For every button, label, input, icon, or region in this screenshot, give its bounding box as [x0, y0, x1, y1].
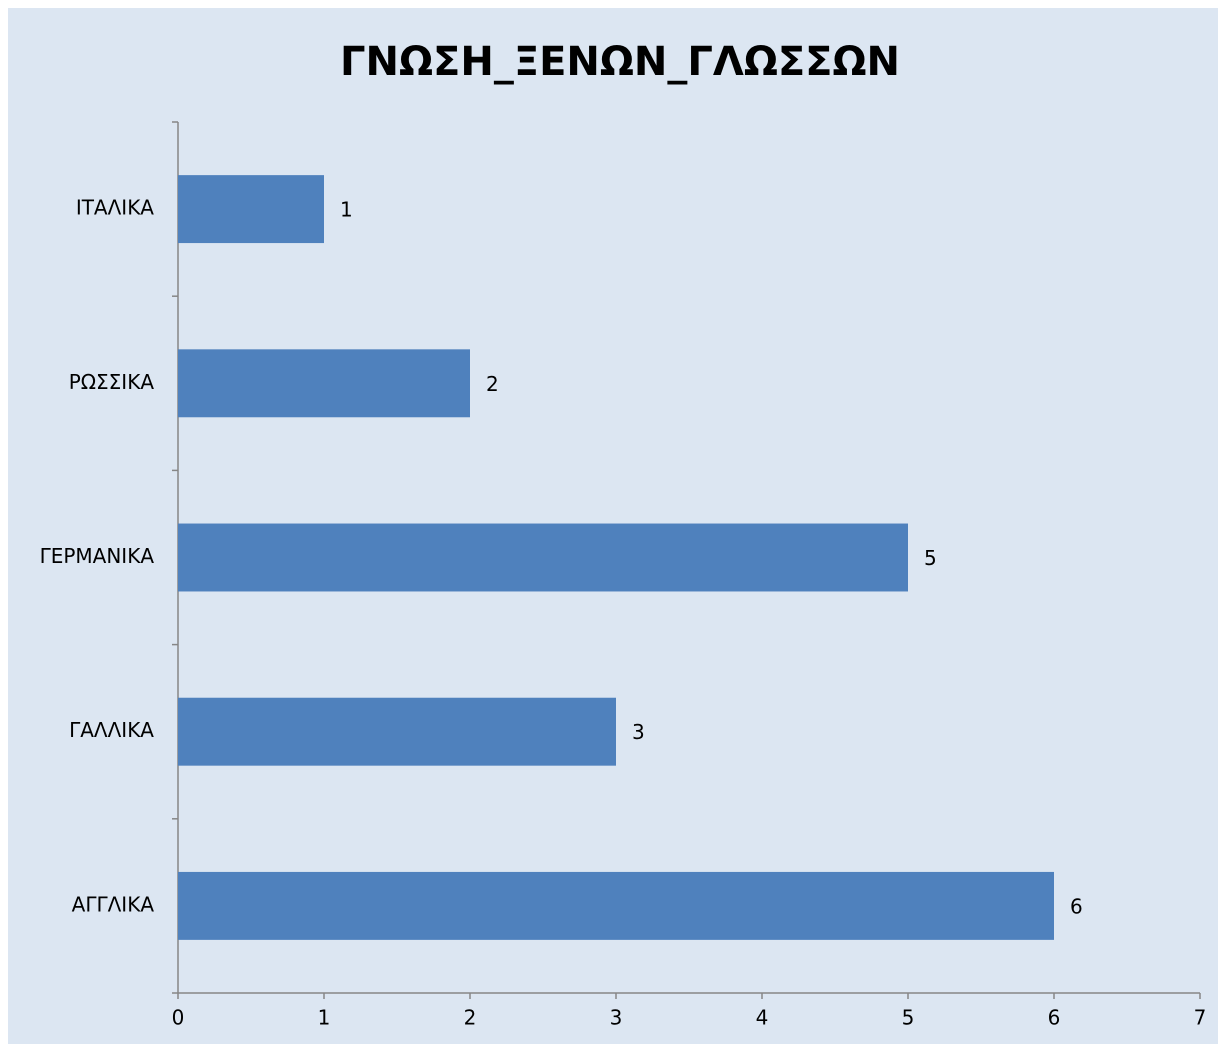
bar [178, 871, 1054, 940]
x-tick-label: 6 [1048, 1006, 1061, 1030]
y-tick-label: ΙΤΑΛΙΚΑ [76, 196, 154, 220]
data-label: 2 [486, 372, 499, 396]
chart-title: ΓΝΩΣΗ_ΞΕΝΩΝ_ΓΛΩΣΣΩΝ [340, 39, 900, 85]
x-tick-label: 7 [1194, 1006, 1207, 1030]
y-tick-label: ΓΑΛΛΙΚΑ [69, 718, 154, 742]
bar [178, 175, 324, 244]
data-label: 5 [924, 546, 937, 570]
data-label: 3 [632, 720, 645, 744]
y-tick-label: ΑΓΓΛΙΚΑ [72, 892, 155, 916]
bar [178, 523, 908, 592]
x-tick-label: 5 [902, 1006, 915, 1030]
x-tick-label: 1 [318, 1006, 331, 1030]
y-tick-label: ΡΩΣΣΙΚΑ [69, 370, 155, 394]
bar [178, 697, 616, 766]
data-label: 1 [340, 198, 353, 222]
x-tick-label: 2 [464, 1006, 477, 1030]
data-label: 6 [1070, 894, 1083, 918]
x-tick-label: 3 [610, 1006, 623, 1030]
x-tick-label: 0 [172, 1006, 185, 1030]
x-tick-label: 4 [756, 1006, 769, 1030]
y-tick-label: ΓΕΡΜΑΝΙΚΑ [40, 544, 155, 568]
bar [178, 349, 470, 418]
